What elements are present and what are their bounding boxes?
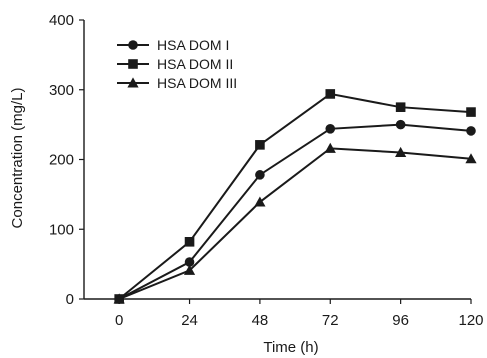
data-point xyxy=(255,170,265,180)
legend-label: HSA DOM I xyxy=(157,37,229,53)
data-point xyxy=(465,153,477,164)
data-point xyxy=(395,102,406,112)
legend-marker xyxy=(127,77,139,88)
data-point xyxy=(184,257,195,267)
series-line xyxy=(118,92,472,300)
data-point xyxy=(254,196,266,207)
y-axis-title: Concentration (mg/L) xyxy=(9,88,26,229)
legend-item: HSA DOM II xyxy=(117,56,233,72)
legend-label: HSA DOM III xyxy=(157,75,237,91)
y-tick-label: 0 xyxy=(66,291,74,308)
y-tick-label: 100 xyxy=(49,221,74,238)
x-tick-label: 96 xyxy=(392,312,409,329)
x-tick-label: 0 xyxy=(115,312,123,329)
data-point xyxy=(325,124,336,134)
series-line xyxy=(118,147,472,300)
data-point xyxy=(466,107,476,117)
legend-label: HSA DOM II xyxy=(157,56,233,72)
x-tick-label: 48 xyxy=(252,312,269,329)
legend-marker xyxy=(128,59,138,69)
data-point xyxy=(183,264,196,275)
legend-item: HSA DOM III xyxy=(117,75,237,91)
y-tick-label: 400 xyxy=(49,12,74,29)
data-point xyxy=(184,237,195,247)
y-tick-label: 300 xyxy=(49,82,74,99)
data-point xyxy=(395,119,406,130)
series-line xyxy=(118,123,472,300)
series-2 xyxy=(114,89,476,304)
series-1 xyxy=(114,119,476,304)
x-tick-label: 120 xyxy=(458,312,483,329)
legend-marker xyxy=(128,40,138,50)
legend: HSA DOM I HSA DOM II HSA DOM III xyxy=(117,37,237,91)
x-tick-label: 24 xyxy=(181,312,198,329)
data-point xyxy=(113,293,125,304)
x-axis-title: Time (h) xyxy=(263,339,318,356)
x-tick-label: 72 xyxy=(322,312,339,329)
data-point xyxy=(466,126,476,136)
legend-item: HSA DOM I xyxy=(117,37,229,53)
data-point xyxy=(325,89,336,99)
data-point xyxy=(395,146,407,158)
series-layer xyxy=(113,89,477,304)
data-point xyxy=(255,140,265,150)
y-tick-label: 200 xyxy=(49,152,74,169)
axes: 0 100 200 300 400 0 24 48 72 96 120 xyxy=(49,12,484,329)
series-3 xyxy=(113,142,477,304)
data-point xyxy=(324,142,336,153)
